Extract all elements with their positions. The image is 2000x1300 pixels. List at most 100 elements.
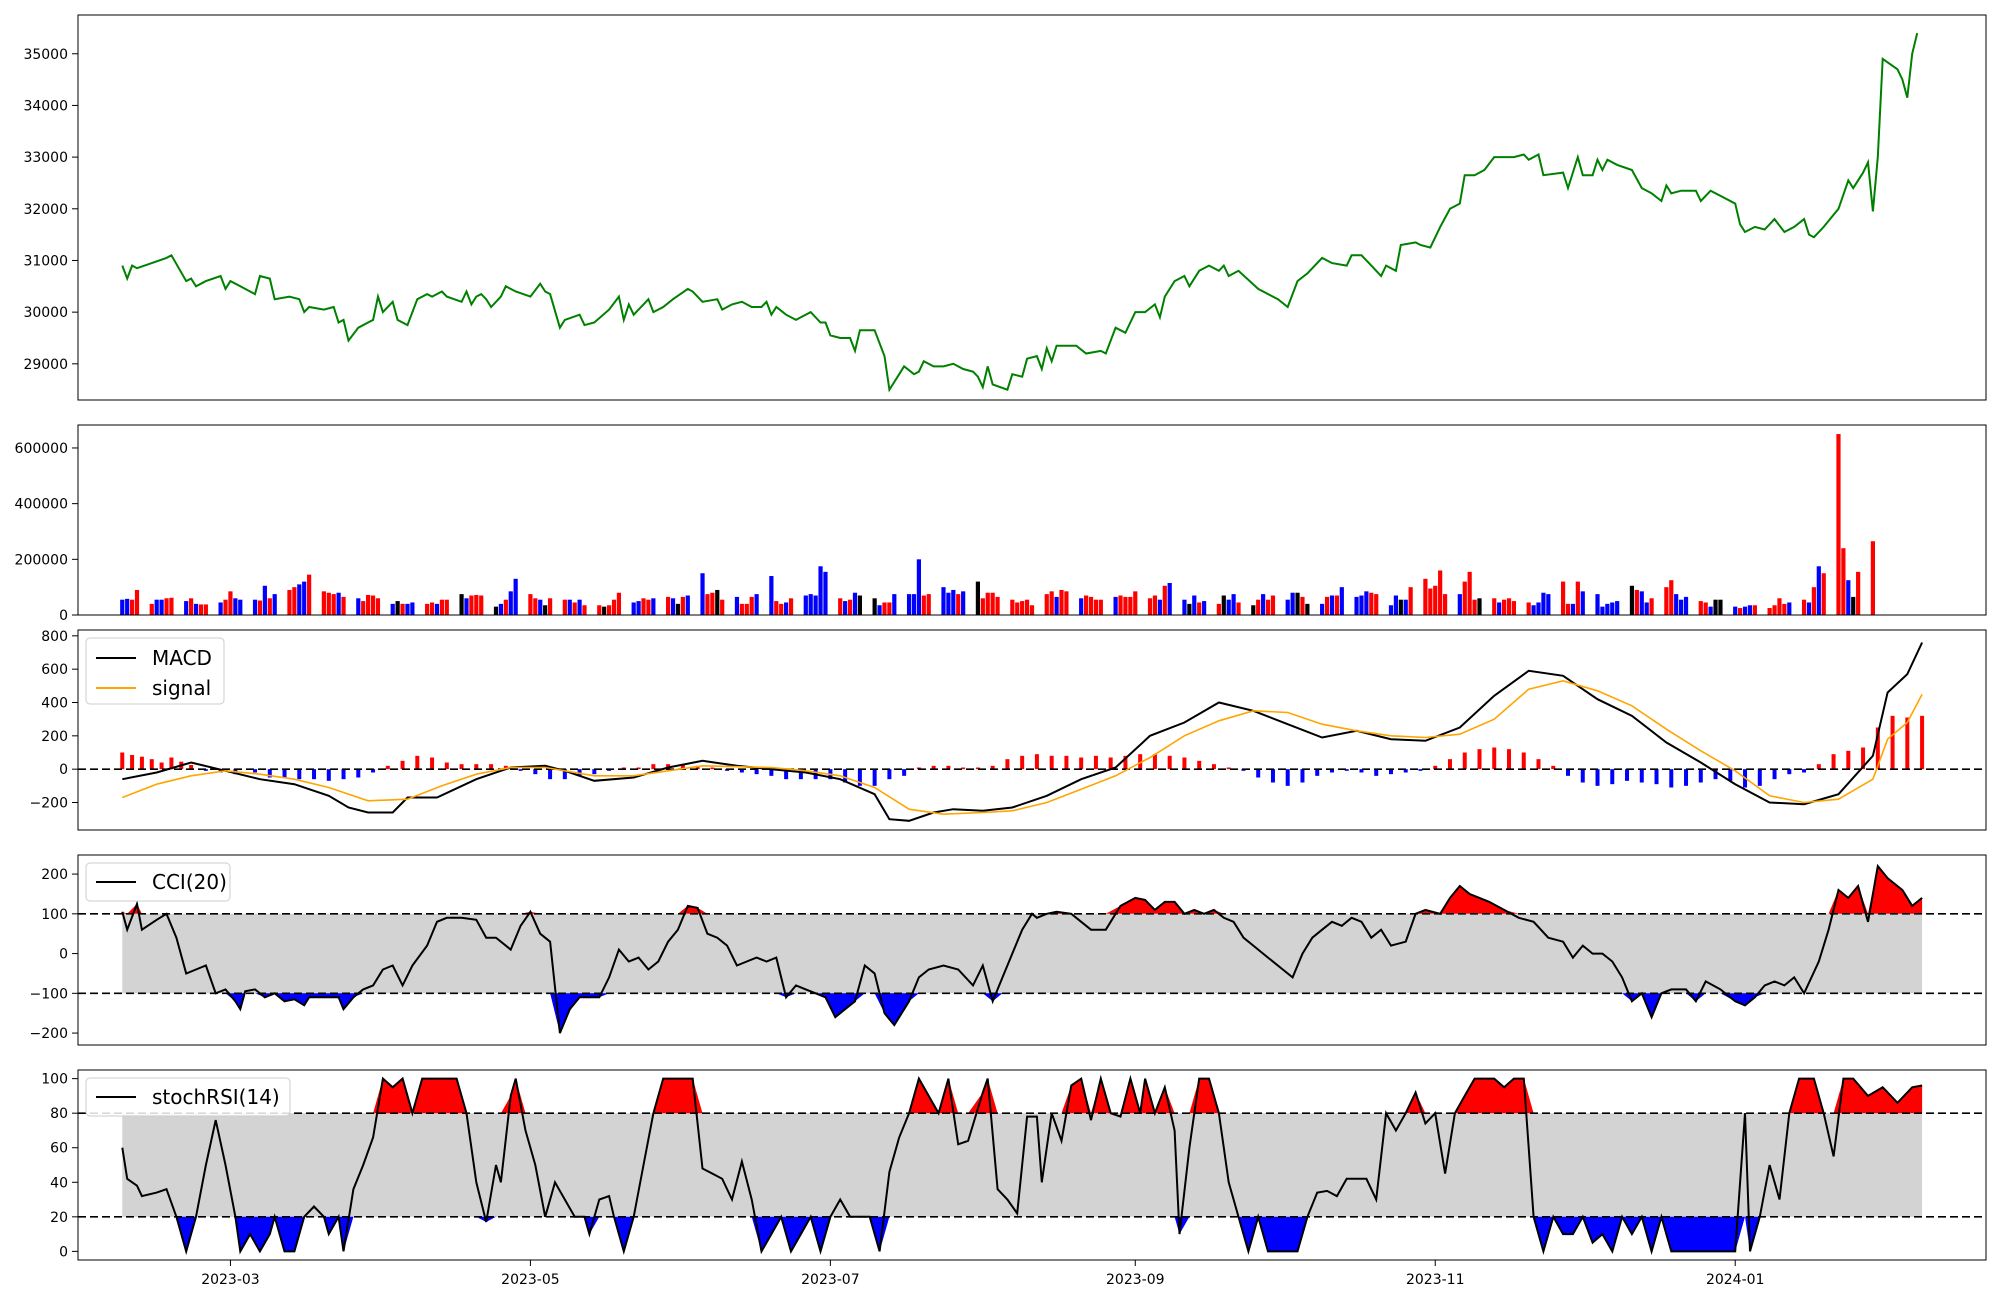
volume-bar [543, 605, 548, 615]
volume-bar [1497, 602, 1502, 615]
macd-hist-bar [695, 765, 700, 770]
volume-ytick-label: 0 [59, 608, 68, 624]
volume-bar [272, 594, 277, 615]
macd-hist-bar [1669, 769, 1674, 788]
volume-bar [1782, 603, 1787, 615]
volume-bar [1162, 585, 1167, 615]
macd-hist-bar [1875, 727, 1880, 770]
volume-bar [203, 604, 208, 615]
price-ytick-label: 32000 [23, 202, 68, 218]
volume-bar [331, 594, 336, 615]
volume-bar [1015, 602, 1020, 615]
macd-hist-bar [872, 769, 877, 786]
volume-bar [1157, 599, 1162, 615]
volume-bar [120, 599, 125, 615]
volume-bar [1605, 603, 1610, 615]
volume-bar [956, 594, 961, 615]
volume-bar [951, 589, 956, 615]
volume-bar [1615, 601, 1620, 615]
volume-bar [852, 592, 858, 615]
volume-bar [710, 592, 715, 615]
macd-hist-bar [203, 769, 208, 771]
volume-bar [1442, 594, 1448, 615]
volume-bar [341, 596, 346, 615]
macd-hist-bar [356, 769, 361, 778]
volume-bar [228, 591, 233, 615]
volume-bar [705, 594, 710, 615]
volume-bar [1428, 588, 1433, 615]
macd-hist-bar [1639, 769, 1644, 783]
volume-bar [528, 594, 533, 615]
volume-bar [1369, 592, 1374, 615]
volume-bar [788, 598, 794, 615]
x-tick-label: 2023-09 [1106, 1272, 1165, 1288]
volume-bar [1197, 602, 1202, 615]
cci-overbought-fill [122, 866, 1923, 914]
macd-hist-bar [592, 769, 597, 775]
macd-hist-bar [267, 769, 272, 778]
volume-bar [302, 581, 307, 615]
macd-hist-bar [607, 769, 612, 771]
volume-bar [1393, 595, 1398, 615]
stochrsi-ytick-label: 80 [50, 1106, 68, 1122]
volume-bar [808, 594, 813, 615]
macd-hist-bar [577, 769, 582, 776]
price-ytick-label: 31000 [23, 253, 68, 269]
macd-ytick-label: −200 [30, 796, 68, 812]
macd-hist-bar [1462, 752, 1467, 770]
stochrsi-ytick-label: 0 [59, 1244, 68, 1260]
macd-hist-bar [1772, 769, 1777, 780]
volume-bar [1118, 595, 1123, 615]
volume-bar [1506, 598, 1512, 615]
macd-hist-bar [1123, 755, 1128, 770]
volume-bar [1438, 570, 1443, 615]
macd-hist-bar [725, 769, 730, 771]
volume-bar [985, 592, 990, 615]
macd-hist-bar [415, 755, 420, 770]
macd-hist-bar [1684, 769, 1689, 786]
volume-bar [892, 594, 897, 615]
macd-hist-bar [784, 769, 789, 780]
price-line [121, 32, 1919, 393]
macd-hist-bar [1049, 755, 1054, 770]
volume-bar [941, 587, 946, 615]
macd-hist-bar [253, 769, 258, 773]
volume-bar [336, 592, 341, 615]
macd-hist-bar [1787, 769, 1792, 775]
volume-bar [356, 598, 361, 615]
volume-bar [921, 595, 926, 615]
macd-hist-bar [1256, 769, 1261, 778]
volume-bar [184, 601, 189, 615]
volume-bar [1472, 599, 1477, 615]
macd-hist-bar [189, 765, 194, 770]
macd-hist-bar [769, 769, 774, 776]
cci-ytick-label: 200 [41, 867, 68, 883]
volume-bar [779, 603, 784, 615]
cci-ytick-label: −200 [30, 1026, 68, 1042]
volume-bar [641, 598, 646, 615]
volume-bar [562, 599, 567, 615]
volume-ytick-label: 200000 [15, 552, 68, 568]
volume-bar [218, 602, 223, 615]
volume-bar [1698, 601, 1703, 615]
volume-bar [223, 599, 228, 615]
macd-hist-bar [430, 757, 435, 770]
volume-bar [1359, 595, 1364, 615]
macd-ytick-label: 400 [41, 696, 68, 712]
macd-hist-bar [297, 769, 302, 780]
stochrsi-overbought-fill [122, 1078, 1923, 1114]
macd-hist-bar [562, 769, 567, 780]
macd-hist-bar [931, 765, 936, 770]
volume-bar [1088, 596, 1094, 615]
volume-bar [405, 603, 410, 615]
macd-hist-bar [149, 759, 154, 770]
macd-hist-bar [1654, 769, 1659, 785]
macd-hist-bar [1507, 749, 1511, 770]
macd-hist-bar [474, 764, 479, 770]
volume-bar [464, 598, 469, 615]
legend-box [85, 1077, 291, 1117]
macd-hist-bar [1329, 769, 1334, 773]
volume-bar [1708, 606, 1713, 615]
volume-bar [749, 596, 754, 615]
price-ytick-label: 30000 [23, 305, 68, 321]
